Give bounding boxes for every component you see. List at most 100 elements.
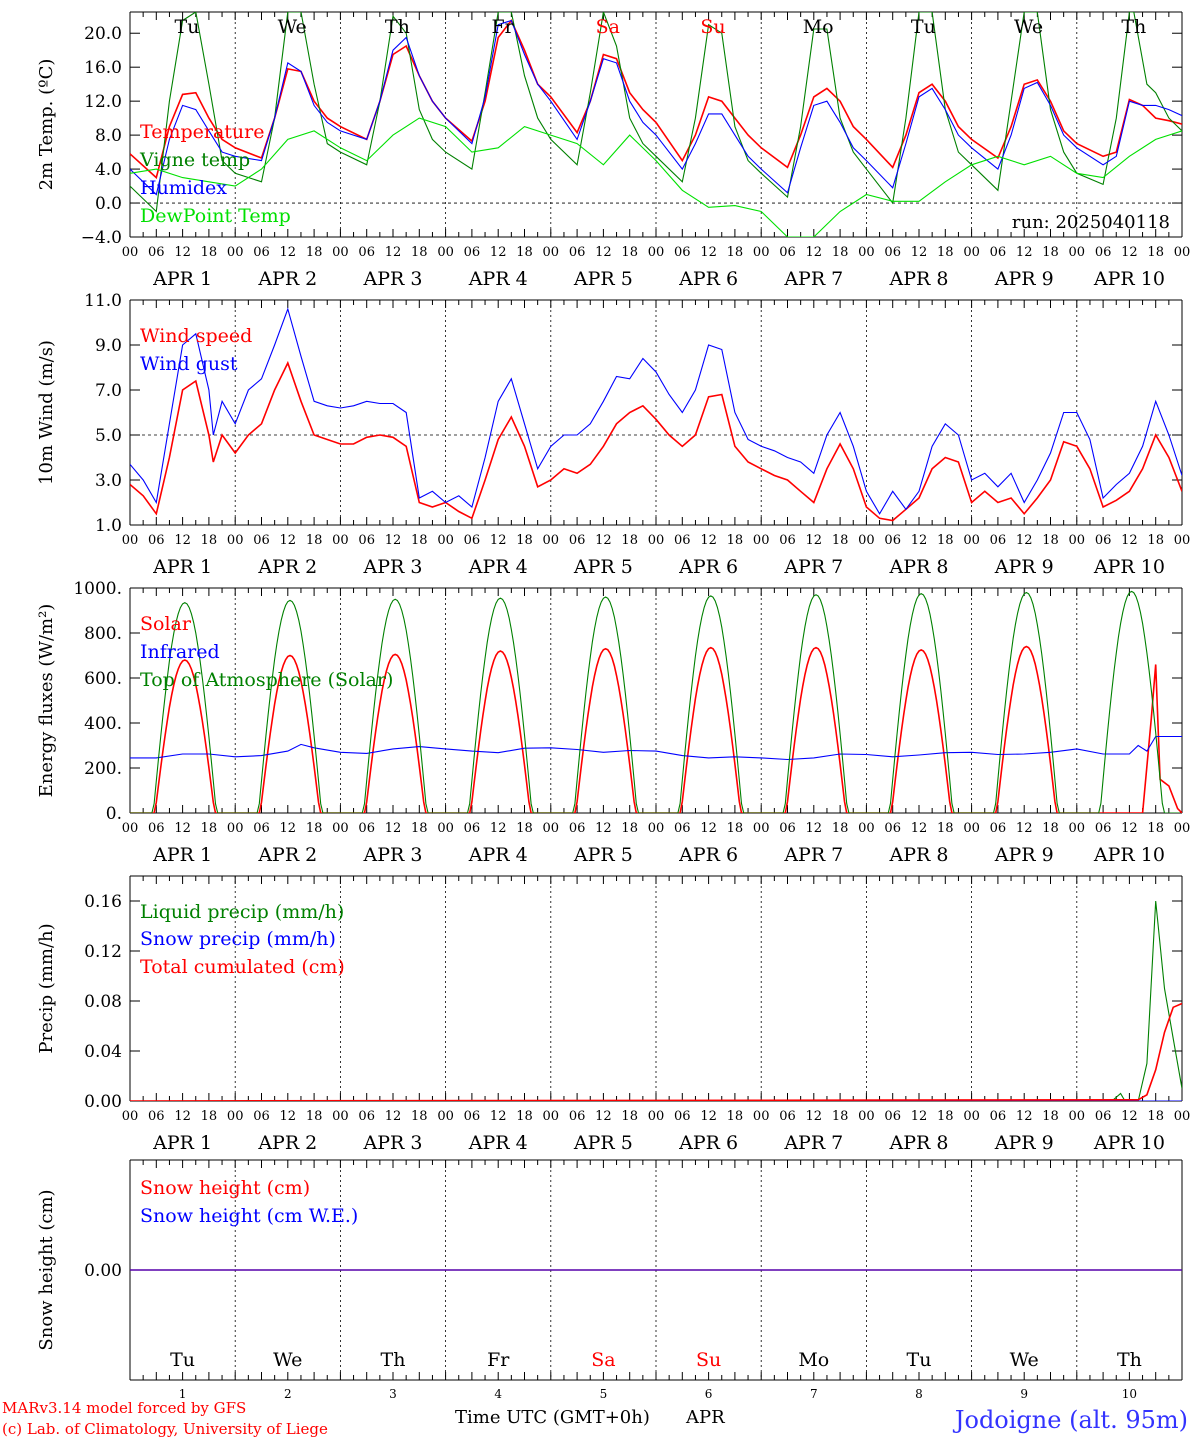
hour-tick-label: 00	[963, 1109, 980, 1124]
hour-tick-label: 06	[674, 533, 691, 548]
hour-tick-label: 18	[516, 821, 533, 836]
hour-tick-label: 06	[569, 821, 586, 836]
hour-tick-label: 00	[753, 245, 770, 260]
hour-tick-label: 18	[832, 821, 849, 836]
x-axis-month: APR	[685, 1407, 725, 1428]
day-name-label: Mo	[803, 16, 834, 38]
hour-tick-label: 12	[1121, 821, 1138, 836]
hour-tick-label: 00	[963, 533, 980, 548]
legend-entry: Wind speed	[140, 325, 252, 347]
y-tick-label: 0.16	[84, 892, 122, 912]
hour-tick-label: 12	[911, 245, 928, 260]
hour-tick-label: 00	[1069, 245, 1086, 260]
hour-tick-label: 06	[148, 1109, 165, 1124]
hour-tick-label: 12	[806, 245, 823, 260]
date-label: APR 8	[889, 1132, 949, 1154]
hour-tick-label: 12	[174, 245, 191, 260]
hour-tick-label: 12	[1121, 245, 1138, 260]
hour-tick-label: 12	[1121, 1109, 1138, 1124]
hour-tick-label: 18	[1042, 1109, 1059, 1124]
series-line-dewpoint-temp	[130, 117, 1182, 237]
hour-tick-label: 00	[858, 245, 875, 260]
date-label: APR 5	[573, 844, 633, 866]
lab-credit: (c) Lab. of Climatology, University of L…	[2, 1420, 328, 1438]
hour-tick-label: 06	[779, 821, 796, 836]
footer-day-number: 5	[600, 1387, 608, 1401]
hour-tick-label: 18	[621, 245, 638, 260]
hour-tick-label: 00	[1174, 1109, 1191, 1124]
legend-entry: Liquid precip (mm/h)	[140, 901, 344, 923]
footer-day-name: Mo	[798, 1349, 829, 1371]
hour-tick-label: 06	[674, 1109, 691, 1124]
hour-tick-label: 00	[227, 245, 244, 260]
date-label: APR 9	[994, 1132, 1054, 1154]
hour-tick-label: 12	[1016, 245, 1033, 260]
hour-tick-label: 06	[253, 533, 270, 548]
hour-tick-label: 06	[569, 533, 586, 548]
hour-tick-label: 18	[832, 533, 849, 548]
hour-tick-label: 00	[858, 821, 875, 836]
hour-tick-label: 12	[280, 1109, 297, 1124]
run-annotation: run: 2025040118	[1012, 212, 1170, 233]
footer-day-number: 7	[810, 1387, 818, 1401]
hour-tick-label: 00	[227, 533, 244, 548]
date-label: APR 3	[363, 556, 423, 578]
legend-entry: Infrared	[140, 641, 220, 663]
chart-panel-3: 0. 200. 400. 600. 800. 1000. Energy fluxes (W/…	[36, 579, 1190, 866]
y-tick-label: 1.0	[95, 516, 122, 536]
footer-day-number: 1	[179, 1387, 187, 1401]
hour-tick-label: 12	[700, 821, 717, 836]
footer-day-name: Tu	[907, 1349, 932, 1371]
hour-tick-label: 00	[122, 821, 139, 836]
legend-entry: Total cumulated (cm)	[140, 956, 345, 978]
date-label: APR 9	[994, 556, 1054, 578]
date-label: APR 1	[152, 844, 212, 866]
date-label: APR 6	[678, 556, 738, 578]
legend-entry: Solar	[140, 613, 192, 635]
series-line-vigne-temp	[130, 12, 1182, 213]
footer-day-number: 8	[915, 1387, 923, 1401]
hour-tick-label: 00	[543, 533, 560, 548]
hour-tick-label: 06	[358, 245, 375, 260]
legend-entry: Humidex	[140, 177, 227, 199]
hour-tick-label: 18	[937, 533, 954, 548]
hour-tick-label: 00	[648, 245, 665, 260]
hour-tick-label: 00	[1174, 533, 1191, 548]
y-tick-label: 0.08	[84, 992, 122, 1012]
chart-panel-2: 1.0 3.0 5.0 7.0 9.0 11.0 10m Wind (m/s) 00 06 12 1…	[36, 291, 1190, 578]
legend-entry: Snow height (cm)	[140, 1177, 310, 1199]
hour-tick-label: 06	[1095, 1109, 1112, 1124]
hour-tick-label: 18	[411, 533, 428, 548]
hour-tick-label: 00	[648, 821, 665, 836]
y-tick-label: 9.0	[95, 336, 122, 356]
series-line-wind-speed	[130, 360, 1182, 522]
legend-entry: DewPoint Temp	[140, 205, 291, 227]
hour-tick-label: 06	[779, 245, 796, 260]
hour-tick-label: 06	[884, 245, 901, 260]
hour-tick-label: 12	[280, 821, 297, 836]
legend-entry: Snow precip (mm/h)	[140, 928, 336, 950]
footer-day-name: Th	[1117, 1349, 1142, 1371]
hour-tick-label: 18	[411, 245, 428, 260]
date-label: APR 3	[363, 268, 423, 290]
date-label: APR 8	[889, 556, 949, 578]
day-name-label: We	[278, 16, 307, 38]
day-name-label: Fr	[491, 16, 514, 38]
hour-tick-label: 18	[727, 1109, 744, 1124]
date-label: APR 5	[573, 556, 633, 578]
hour-tick-label: 00	[963, 245, 980, 260]
hour-tick-label: 12	[490, 821, 507, 836]
hour-tick-label: 12	[174, 1109, 191, 1124]
date-label: APR 9	[994, 268, 1054, 290]
hour-tick-label: 00	[437, 245, 454, 260]
y-tick-label: 3.0	[95, 471, 122, 491]
y-tick-label: 1000.	[73, 579, 122, 599]
hour-tick-label: 12	[174, 821, 191, 836]
date-label: APR 10	[1093, 556, 1165, 578]
y-tick-label: 8.0	[95, 126, 122, 146]
hour-tick-label: 18	[1147, 821, 1164, 836]
hour-tick-label: 06	[990, 245, 1007, 260]
hour-tick-label: 18	[621, 533, 638, 548]
hour-tick-label: 18	[832, 245, 849, 260]
date-label: APR 10	[1093, 268, 1165, 290]
